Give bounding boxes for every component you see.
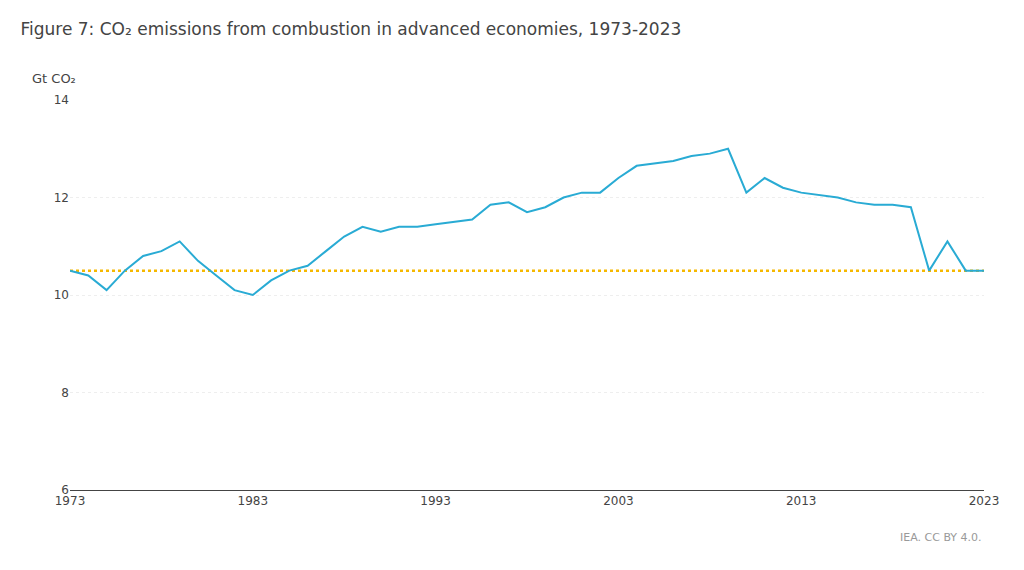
svg-text:Figure 7: CO₂ emissions from c: Figure 7: CO₂ emissions from combustion …	[20, 19, 681, 39]
svg-text:14: 14	[54, 93, 69, 107]
svg-text:6: 6	[61, 483, 69, 497]
svg-text:2013: 2013	[786, 494, 817, 508]
svg-text:1973: 1973	[55, 494, 86, 508]
svg-text:12: 12	[54, 191, 69, 205]
svg-text:8: 8	[61, 386, 69, 400]
svg-text:2023: 2023	[969, 494, 1000, 508]
svg-text:Gt CO₂: Gt CO₂	[32, 71, 76, 86]
svg-text:2003: 2003	[603, 494, 634, 508]
svg-text:IEA. CC BY 4.0.: IEA. CC BY 4.0.	[900, 531, 982, 544]
svg-text:1983: 1983	[238, 494, 269, 508]
svg-text:1993: 1993	[420, 494, 451, 508]
svg-text:10: 10	[54, 288, 69, 302]
